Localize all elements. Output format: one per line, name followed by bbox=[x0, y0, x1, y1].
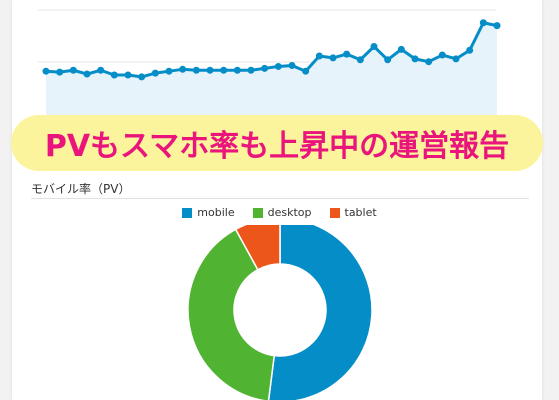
area-fill bbox=[46, 22, 497, 118]
data-point[interactable] bbox=[397, 45, 405, 53]
data-point[interactable] bbox=[124, 71, 132, 79]
pie-chart-title: モバイル率（PV） bbox=[31, 182, 131, 196]
data-point[interactable] bbox=[206, 66, 214, 74]
data-point[interactable] bbox=[138, 73, 146, 81]
data-point[interactable] bbox=[384, 56, 392, 64]
headline-text: PVもスマホ率も上昇中の運営報告 bbox=[44, 129, 510, 164]
data-point[interactable] bbox=[302, 67, 310, 75]
donut-slice-mobile[interactable] bbox=[267, 225, 373, 400]
data-point[interactable] bbox=[493, 22, 501, 30]
data-point[interactable] bbox=[438, 51, 446, 59]
pie-title-divider bbox=[31, 198, 529, 199]
data-point[interactable] bbox=[370, 43, 378, 50]
legend-item-mobile[interactable]: mobile bbox=[182, 206, 235, 219]
data-point[interactable] bbox=[452, 55, 460, 63]
data-point[interactable] bbox=[110, 71, 118, 79]
mobile-rate-donut-chart bbox=[187, 225, 373, 400]
legend-swatch-mobile bbox=[182, 207, 193, 218]
data-point[interactable] bbox=[192, 66, 200, 74]
data-point[interactable] bbox=[233, 66, 241, 74]
data-point[interactable] bbox=[479, 19, 487, 27]
data-point[interactable] bbox=[69, 66, 77, 74]
data-point[interactable] bbox=[220, 66, 228, 74]
legend-label-desktop: desktop bbox=[267, 206, 312, 219]
data-point[interactable] bbox=[42, 67, 50, 75]
legend-item-desktop[interactable]: desktop bbox=[252, 206, 312, 219]
data-point[interactable] bbox=[315, 52, 323, 60]
data-point[interactable] bbox=[97, 66, 105, 74]
legend-label-mobile: mobile bbox=[197, 206, 235, 219]
legend-swatch-tablet bbox=[329, 207, 340, 218]
data-point[interactable] bbox=[56, 68, 64, 76]
donut-slice-desktop[interactable] bbox=[187, 228, 276, 400]
donut-slice-tablet[interactable] bbox=[234, 225, 281, 271]
data-point[interactable] bbox=[274, 62, 282, 70]
headline-banner: PVもスマホ率も上昇中の運営報告 bbox=[11, 115, 543, 171]
data-point[interactable] bbox=[83, 70, 91, 78]
data-point[interactable] bbox=[247, 66, 255, 74]
series-line bbox=[45, 21, 498, 79]
data-point[interactable] bbox=[425, 58, 433, 66]
data-point[interactable] bbox=[165, 67, 173, 75]
pv-area-chart: 8月8日8月15日8月22日8月29日 bbox=[38, 9, 501, 130]
pie-legend: mobile desktop tablet bbox=[0, 206, 559, 219]
data-point[interactable] bbox=[179, 65, 187, 73]
legend-swatch-desktop bbox=[252, 207, 263, 218]
data-point[interactable] bbox=[411, 55, 419, 63]
data-point[interactable] bbox=[288, 62, 296, 69]
data-point[interactable] bbox=[261, 64, 269, 72]
data-point[interactable] bbox=[329, 54, 337, 62]
data-point[interactable] bbox=[151, 69, 159, 77]
legend-label-tablet: tablet bbox=[344, 206, 377, 219]
data-point[interactable] bbox=[466, 46, 474, 54]
legend-item-tablet[interactable]: tablet bbox=[329, 206, 377, 219]
data-point[interactable] bbox=[343, 50, 351, 58]
data-point[interactable] bbox=[356, 56, 364, 64]
